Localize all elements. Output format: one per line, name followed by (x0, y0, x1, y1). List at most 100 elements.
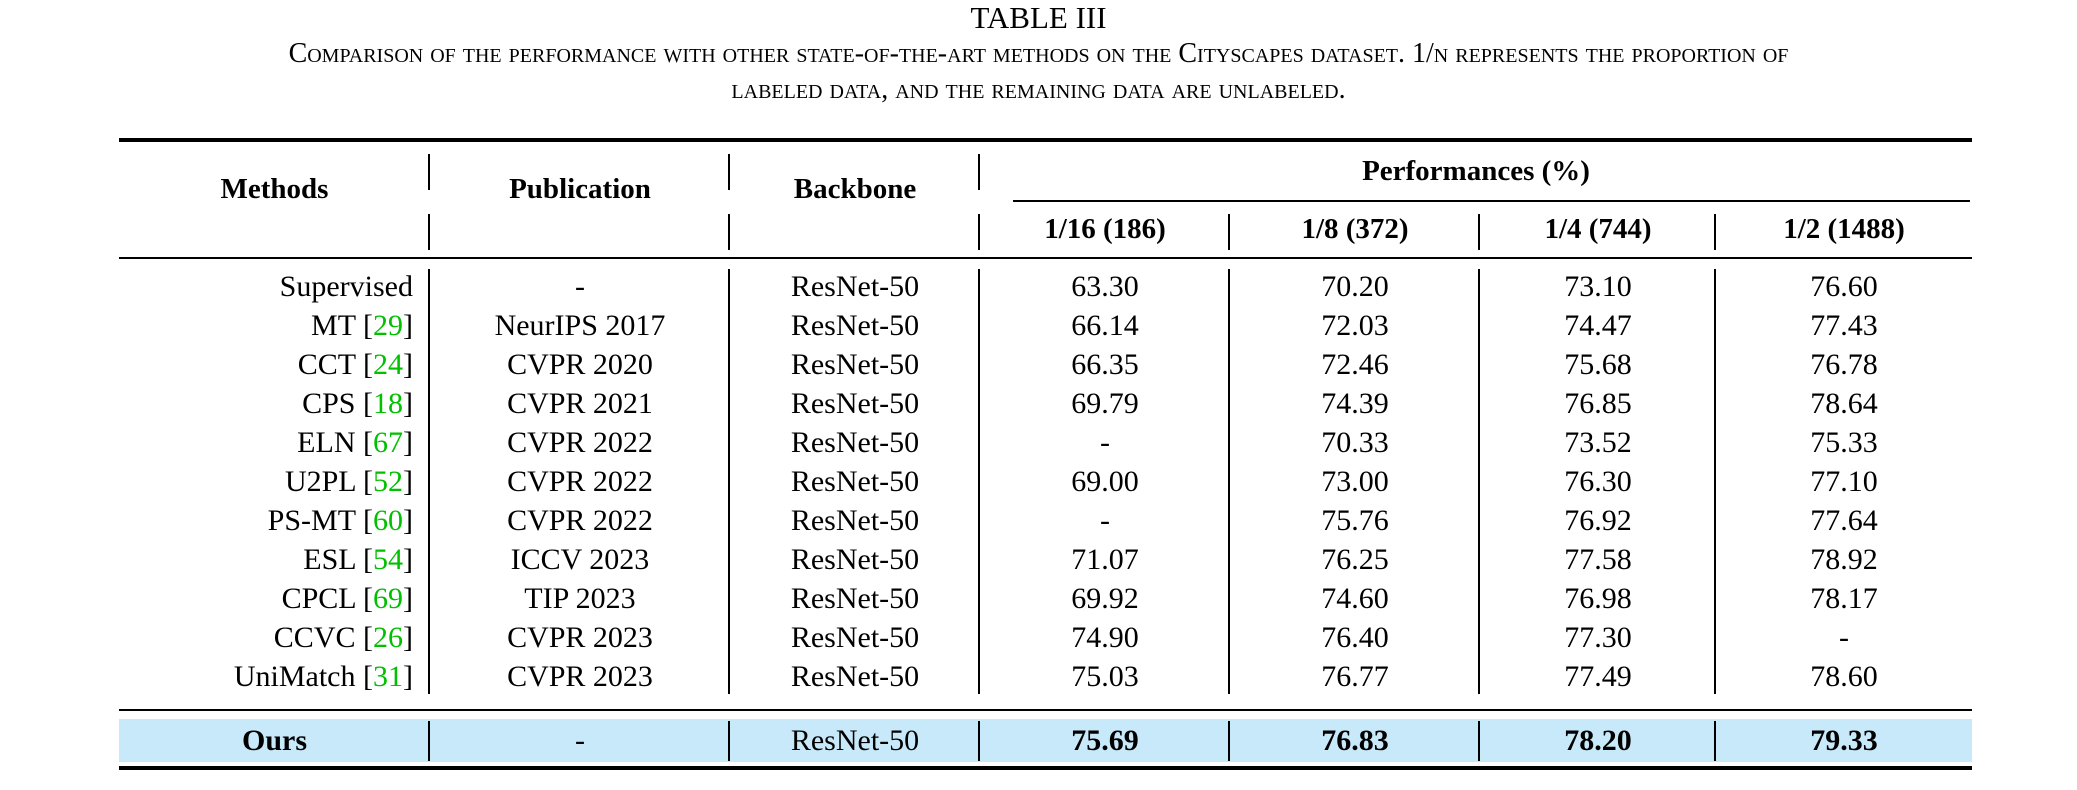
citation-link[interactable]: 60 (373, 504, 403, 537)
top-rule (119, 138, 1972, 142)
column-separator (1714, 269, 1716, 694)
ours-publication: - (575, 724, 585, 757)
value-cell: 77.43 (1810, 309, 1878, 342)
ours-value-cell: 76.83 (1321, 724, 1389, 757)
value-cell: 76.25 (1321, 543, 1389, 576)
column-separator (728, 269, 730, 694)
value-cell: 78.92 (1810, 543, 1878, 576)
value-cell: 76.30 (1564, 465, 1632, 498)
value-cell: - (1100, 426, 1110, 459)
value-cell: 76.78 (1810, 348, 1878, 381)
citation-link[interactable]: 26 (373, 621, 403, 654)
column-separator (1478, 269, 1480, 694)
method-label: Supervised (279, 270, 413, 303)
value-cell: 76.77 (1321, 660, 1389, 693)
column-separator (1228, 721, 1230, 761)
method-label: CPCL (281, 582, 356, 615)
value-cell: 74.39 (1321, 387, 1389, 420)
method-name: ESL [54] (303, 543, 413, 576)
header-separator (728, 154, 730, 190)
column-separator (728, 721, 730, 761)
header-separator (978, 154, 980, 190)
method-name: MT [29] (311, 309, 413, 342)
value-cell: 66.35 (1071, 348, 1139, 381)
table-title: TABLE III (970, 0, 1107, 35)
column-separator (428, 721, 430, 761)
backbone-cell: ResNet-50 (790, 582, 920, 615)
method-label: CCT (297, 348, 356, 381)
value-cell: 76.85 (1564, 387, 1632, 420)
method-label: U2PL (284, 465, 356, 498)
method-label: UniMatch (233, 660, 356, 693)
value-cell: 73.10 (1564, 270, 1632, 303)
backbone-cell: ResNet-50 (790, 660, 920, 693)
citation-link[interactable]: 52 (373, 465, 403, 498)
backbone-cell: ResNet-50 (790, 387, 920, 420)
method-name: Supervised (119, 267, 413, 306)
method-label: ELN (297, 426, 356, 459)
citation-link[interactable]: 18 (373, 387, 403, 420)
header-split-1-4: 1/4 (744) (1544, 213, 1652, 245)
value-cell: 73.52 (1564, 426, 1632, 459)
method-name: U2PL [52] (284, 465, 413, 498)
value-cell: - (1100, 504, 1110, 537)
backbone-cell: ResNet-50 (790, 504, 920, 537)
results-table: Methods Publication Backbone Performance… (119, 138, 1972, 770)
ours-method: Ours (241, 724, 307, 757)
header-performances: Performances (%) (1362, 155, 1590, 187)
method-name: CCVC [26] (273, 621, 413, 654)
ours-row-highlight (119, 719, 1972, 762)
value-cell: 77.49 (1564, 660, 1632, 693)
method-name: CCT [24] (297, 348, 413, 381)
backbone-cell: ResNet-50 (790, 309, 920, 342)
value-cell: 78.60 (1810, 660, 1878, 693)
value-cell: 69.92 (1071, 582, 1139, 615)
citation-link[interactable]: 69 (373, 582, 403, 615)
ours-backbone: ResNet-50 (790, 724, 920, 757)
value-cell: 75.68 (1564, 348, 1632, 381)
value-cell: 76.98 (1564, 582, 1632, 615)
publication-cell: CVPR 2023 (507, 660, 653, 693)
value-cell: 75.76 (1321, 504, 1389, 537)
value-cell: 78.17 (1810, 582, 1878, 615)
value-cell: 75.33 (1810, 426, 1878, 459)
header-backbone: Backbone (793, 173, 917, 205)
method-label: PS-MT (267, 504, 356, 537)
method-label: CCVC (273, 621, 356, 654)
backbone-cell: ResNet-50 (790, 543, 920, 576)
citation-link[interactable]: 54 (373, 543, 403, 576)
header-separator (1478, 214, 1480, 250)
citation-link[interactable]: 67 (373, 426, 403, 459)
header-separator (978, 214, 980, 250)
publication-cell: CVPR 2021 (507, 387, 653, 420)
value-cell: 66.14 (1071, 309, 1139, 342)
backbone-cell: ResNet-50 (790, 465, 920, 498)
value-cell: 72.03 (1321, 309, 1389, 342)
value-cell: - (1839, 621, 1849, 654)
method-name: CPS [18] (302, 387, 413, 420)
backbone-cell: ResNet-50 (790, 621, 920, 654)
method-label: CPS (302, 387, 356, 420)
method-label: MT (311, 309, 356, 342)
backbone-cell: ResNet-50 (790, 426, 920, 459)
publication-cell: CVPR 2020 (507, 348, 653, 381)
header-split-1-2: 1/2 (1488) (1783, 213, 1905, 245)
value-cell: 78.64 (1810, 387, 1878, 420)
body-rule (119, 709, 1972, 711)
ours-value-cell: 75.69 (1071, 724, 1139, 757)
citation-link[interactable]: 24 (373, 348, 403, 381)
method-name: PS-MT [60] (267, 504, 413, 537)
backbone-cell: ResNet-50 (790, 270, 920, 303)
publication-cell: CVPR 2022 (507, 465, 653, 498)
header-publication: Publication (509, 173, 651, 205)
method-name: CPCL [69] (281, 582, 413, 615)
value-cell: 77.64 (1810, 504, 1878, 537)
value-cell: 74.60 (1321, 582, 1389, 615)
column-separator (1478, 721, 1480, 761)
header-split-1-16: 1/16 (186) (1044, 213, 1166, 245)
citation-link[interactable]: 31 (373, 660, 403, 693)
header-methods: Methods (220, 173, 329, 205)
method-label: ESL (303, 543, 356, 576)
bottom-rule (119, 766, 1972, 770)
citation-link[interactable]: 29 (373, 309, 403, 342)
